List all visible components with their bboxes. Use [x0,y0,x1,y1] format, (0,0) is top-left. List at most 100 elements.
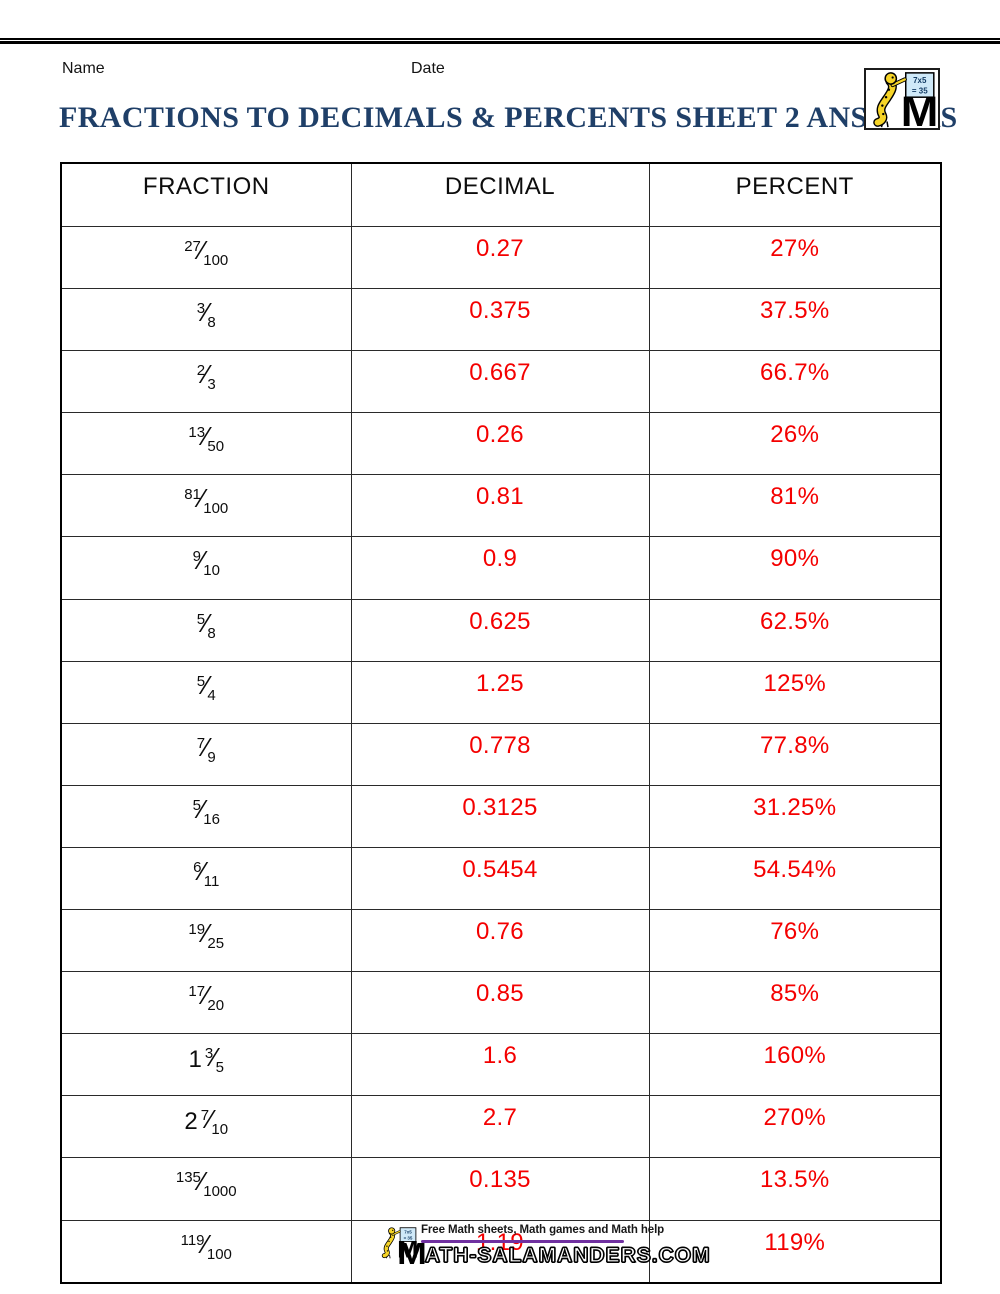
decimal-value: 0.81 [476,483,524,511]
percent-value: 54.54% [753,855,837,883]
fraction-denominator: 100 [206,1245,232,1263]
table-row: 7⁄9 0.778 77.8% [60,722,942,786]
percent-cell: 26% [648,412,942,476]
fraction-numerator: 5 [196,672,206,690]
fraction-denominator: 11 [203,872,220,890]
percent-value: 270% [763,1104,827,1132]
percent-value: 77.8% [759,731,830,759]
decimal-cell: 1.25 [350,660,650,724]
fraction-value: 3⁄8 [197,297,216,331]
decimal-cell: 0.81 [350,474,650,538]
fraction-numerator: 3 [204,1045,214,1063]
fraction-value: 5⁄4 [197,670,216,704]
column-header-fraction: FRACTION [60,162,352,227]
fraction-value: 5⁄8 [197,608,216,642]
fraction-slash: ⁄ [199,793,205,824]
table-row: 5⁄4 1.25 125% [60,660,942,724]
decimal-cell: 0.5454 [350,846,650,911]
percent-value: 27% [770,235,820,262]
fraction-cell: 1 3⁄5 [60,1033,352,1097]
column-header-percent: PERCENT [648,162,942,227]
fraction-slash: ⁄ [199,1166,205,1197]
percent-value: 90% [770,545,820,573]
fraction-denominator: 20 [207,997,225,1015]
table-row: 2⁄3 0.667 66.7% [60,350,942,414]
decimal-cell: 0.135 [350,1157,650,1221]
fractions-table: FRACTION DECIMAL PERCENT 27⁄100 0.27 27%… [60,162,942,1284]
decimal-value: 0.76 [476,918,524,946]
table-row: 2 7⁄10 2.7 270% [60,1095,942,1159]
decimal-value: 0.26 [476,421,524,449]
percent-cell: 27% [648,225,942,290]
fraction-numerator: 27 [184,238,201,255]
decimal-value: 0.667 [469,359,531,387]
percent-value: 26% [770,421,820,449]
percent-cell: 66.7% [648,350,942,414]
footer-purple-rule [421,1240,624,1243]
table-row: 19⁄25 0.76 76% [60,909,942,973]
fraction-cell: 2⁄3 [60,350,352,414]
percent-cell: 62.5% [648,598,942,662]
percent-value: 31.25% [753,793,837,821]
table-row: 17⁄20 0.85 85% [60,971,942,1035]
fraction-cell: 135⁄1000 [60,1157,352,1221]
percent-value: 81% [770,483,820,511]
fraction-numerator: 19 [188,921,206,939]
fraction-cell: 17⁄20 [60,971,352,1035]
percent-value: 62.5% [759,607,830,635]
decimal-cell: 0.26 [350,412,650,476]
percent-cell: 54.54% [648,846,942,911]
table-row: 13⁄50 0.26 26% [60,412,942,476]
fraction-slash: ⁄ [203,1228,208,1259]
fraction-denominator: 10 [211,1121,229,1139]
fraction-denominator: 4 [207,686,216,704]
table-row: 81⁄100 0.81 81% [60,474,942,538]
fraction-numerator: 81 [184,486,201,504]
percent-value: 13.5% [759,1166,830,1194]
fraction-slash: ⁄ [199,545,205,576]
fraction-numerator: 5 [196,610,206,628]
percent-cell: 270% [648,1095,942,1159]
fraction-denominator: 10 [203,562,220,580]
decimal-cell: 0.9 [350,536,650,600]
column-header-decimal: DECIMAL [350,162,650,227]
fraction-numerator: 13 [188,424,206,442]
decimal-value: 0.3125 [462,793,538,821]
decimal-value: 0.135 [469,1166,531,1194]
fraction-numerator: 6 [193,858,202,876]
fraction-value: 1 3⁄5 [189,1042,224,1076]
fraction-value: 9⁄10 [193,545,220,579]
percent-cell: 76% [648,909,942,973]
fraction-numerator: 3 [196,300,206,318]
fraction-denominator: 9 [207,748,216,766]
decimal-cell: 0.27 [350,225,650,290]
fraction-value: 2 7⁄10 [184,1104,228,1138]
fraction-slash: ⁄ [199,483,205,514]
fraction-slash: ⁄ [204,731,209,762]
percent-cell: 37.5% [648,288,942,352]
decimal-value: 0.778 [469,731,531,759]
name-label: Name [62,60,105,77]
fraction-cell: 9⁄10 [60,536,352,600]
fraction-cell: 3⁄8 [60,288,352,352]
footer-site-rest: ATH-SALAMANDERS.COM [424,1243,711,1267]
decimal-cell: 0.625 [350,598,650,662]
decimal-cell: 0.76 [350,909,650,973]
fraction-value: 119⁄100 [181,1229,232,1263]
decimal-value: 0.375 [469,297,531,325]
percent-value: 125% [763,669,827,697]
percent-cell: 77.8% [648,722,942,786]
fraction-numerator: 2 [196,362,206,380]
percent-value: 66.7% [759,359,830,387]
percent-cell: 85% [648,971,942,1035]
percent-value: 85% [770,980,820,1008]
fraction-cell: 13⁄50 [60,412,352,476]
fraction-slash: ⁄ [204,669,209,700]
math-salamanders-logo [864,68,940,130]
salamander-logo-icon [866,71,938,129]
percent-cell: 160% [648,1033,942,1097]
fraction-cell: 19⁄25 [60,909,352,973]
fraction-value: 13⁄50 [188,421,224,455]
fraction-slash: ⁄ [212,1042,217,1073]
